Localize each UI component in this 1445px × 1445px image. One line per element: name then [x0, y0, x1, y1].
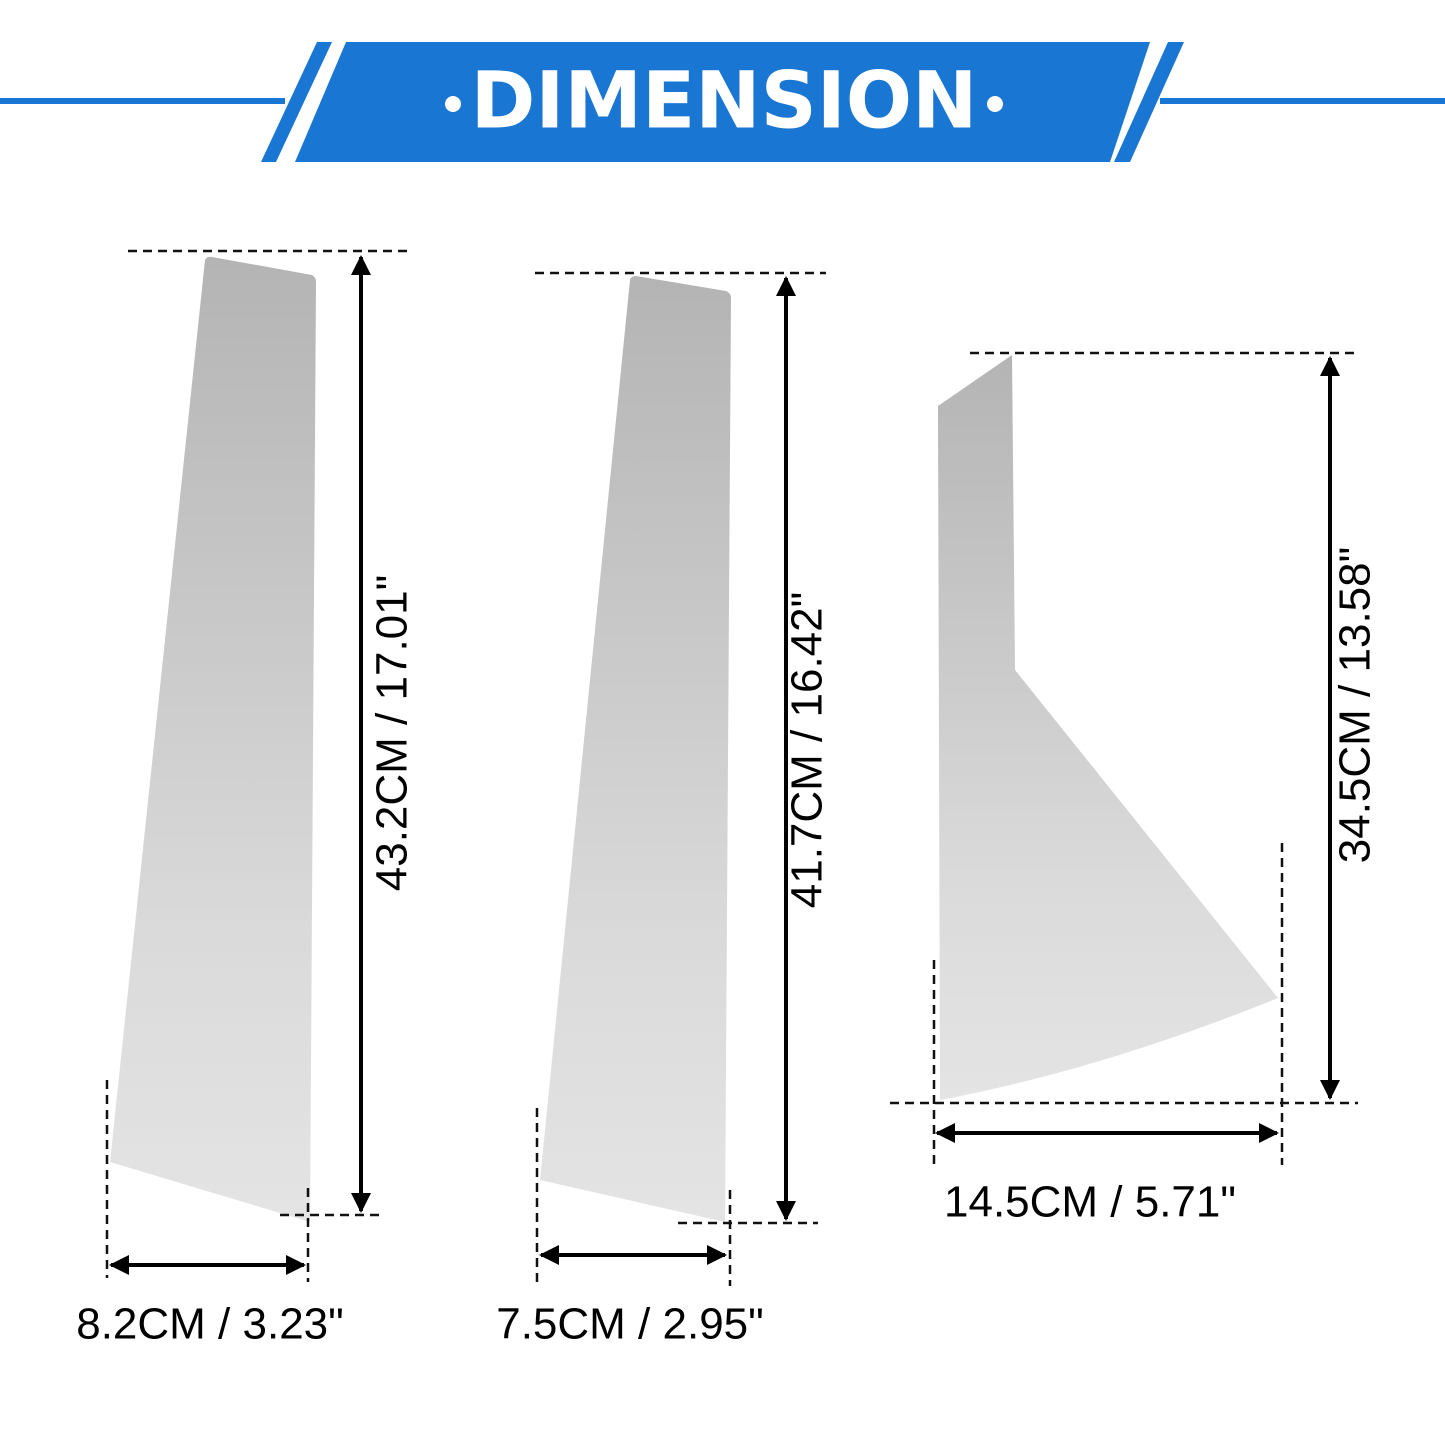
panel: [540, 276, 731, 1222]
height-label: 34.5CM / 13.58": [1331, 547, 1380, 863]
piece-2: 7.5CM / 2.95" 41.7CM / 16.42": [496, 271, 832, 1349]
width-label: 8.2CM / 3.23": [76, 1300, 344, 1349]
panel: [110, 256, 316, 1222]
piece-3: 14.5CM / 5.71" 34.5CM / 13.58": [890, 351, 1380, 1227]
banner-line: [0, 98, 285, 104]
banner-shape: [295, 42, 1150, 162]
banner-line: [1160, 98, 1445, 104]
bullet: [987, 96, 1003, 112]
banner-stripe: [1114, 42, 1184, 162]
banner-stripe: [261, 42, 332, 162]
title: DIMENSION: [471, 56, 978, 146]
height-label: 43.2CM / 17.01": [368, 575, 417, 891]
width-label: 14.5CM / 5.71": [944, 1178, 1236, 1227]
panel: [938, 355, 1278, 1100]
height-label: 41.7CM / 16.42": [783, 592, 832, 908]
width-label: 7.5CM / 2.95": [496, 1300, 764, 1349]
bullet: [445, 96, 461, 112]
banner: DIMENSION: [0, 42, 1445, 162]
piece-1: 8.2CM / 3.23" 43.2CM / 17.01": [76, 249, 417, 1349]
